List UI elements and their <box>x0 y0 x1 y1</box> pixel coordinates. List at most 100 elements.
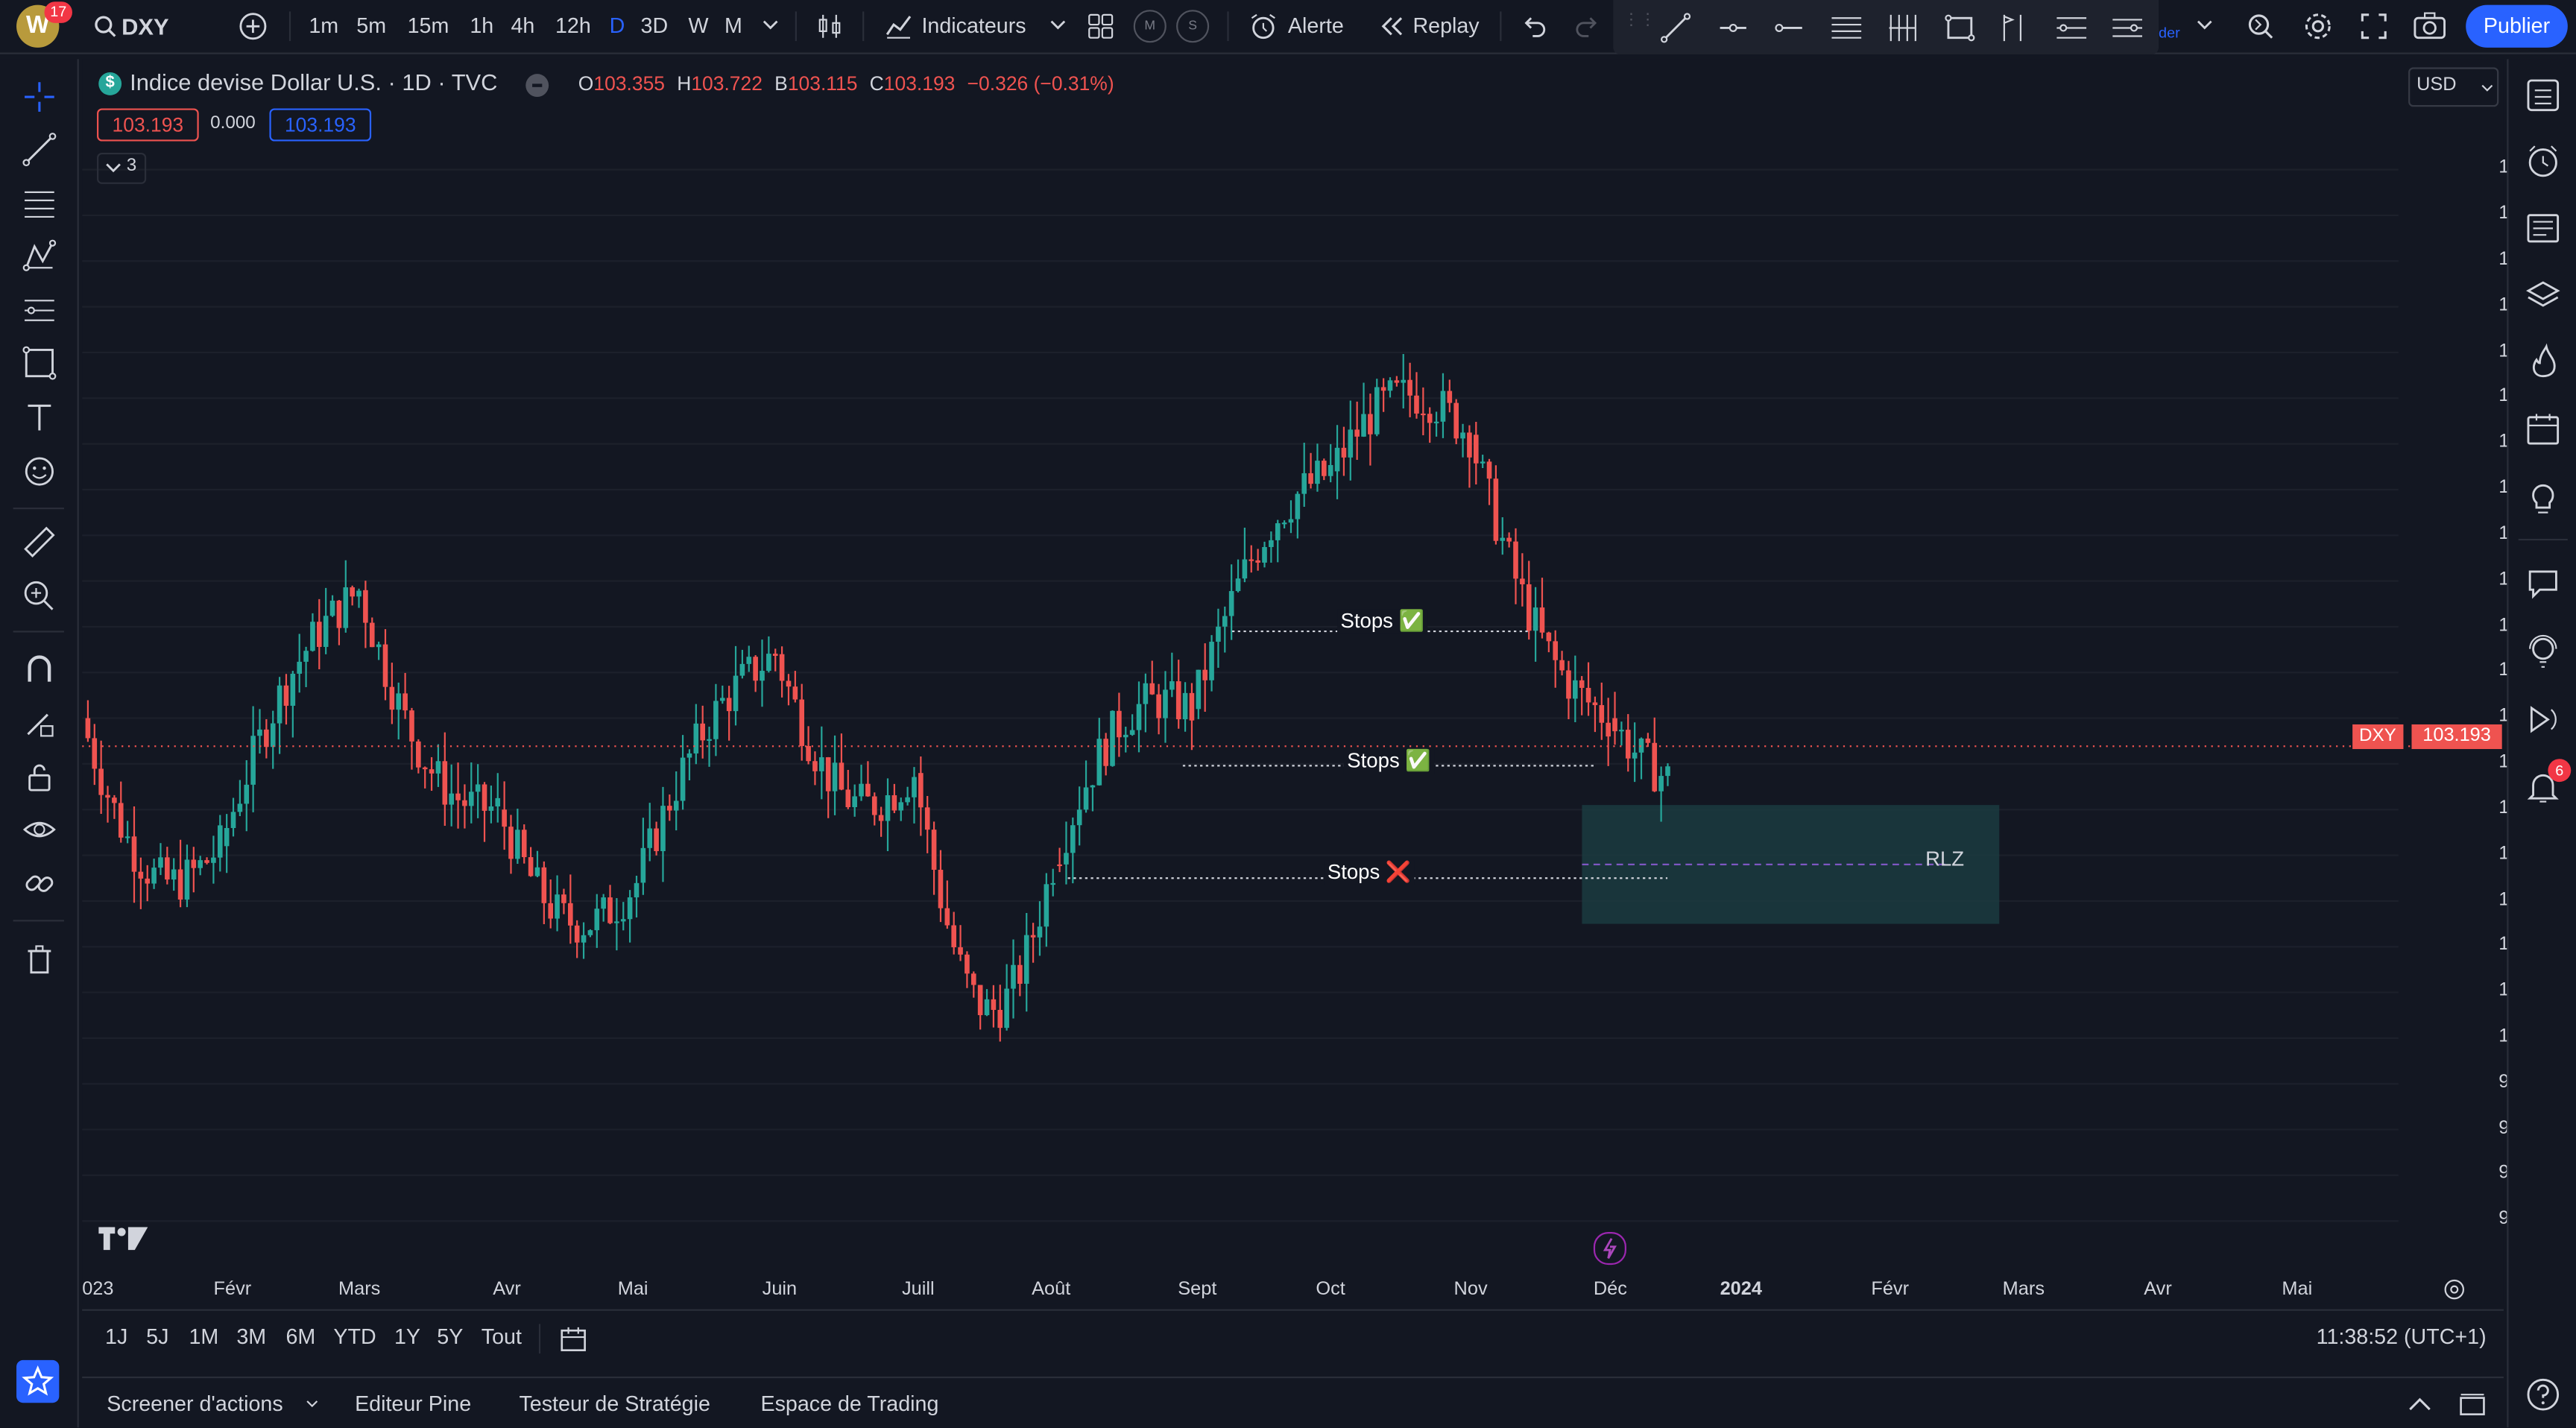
interval-12h[interactable]: 12h <box>555 13 591 38</box>
indicators-icon[interactable] <box>884 11 914 41</box>
chevron-down-icon[interactable] <box>2197 19 2213 31</box>
quick-search-icon[interactable] <box>2246 11 2276 41</box>
long-position-icon[interactable] <box>2053 11 2089 44</box>
horizontal-ray-icon[interactable] <box>1717 11 1749 44</box>
fullscreen-icon[interactable] <box>2361 13 2387 40</box>
tab-pine-editor[interactable]: Editeur Pine <box>355 1391 472 1416</box>
interval-1h[interactable]: 1h <box>470 13 494 38</box>
sell-price-box[interactable]: 103.193 <box>97 108 199 142</box>
help-icon[interactable] <box>2525 1377 2561 1412</box>
search-icon[interactable] <box>94 15 117 38</box>
chats-icon[interactable] <box>2525 565 2561 601</box>
zoom-in-icon[interactable] <box>22 578 57 614</box>
candles-icon[interactable] <box>815 11 845 41</box>
interval-1m[interactable]: 1m <box>309 13 339 38</box>
geometric-shapes-icon[interactable] <box>22 345 57 381</box>
forecast-tool-icon[interactable] <box>22 292 57 328</box>
economic-event-icon[interactable] <box>1593 1232 1626 1266</box>
replay-icon[interactable] <box>1378 15 1404 38</box>
drag-handle-icon[interactable]: ⋮⋮ <box>1623 11 1656 30</box>
chevron-down-icon[interactable] <box>763 19 779 31</box>
chevron-down-icon[interactable] <box>306 1400 319 1409</box>
range-5y[interactable]: 5Y <box>437 1324 464 1349</box>
flag-marker-icon[interactable] <box>1998 11 2030 44</box>
horizontal-line-icon[interactable] <box>1772 11 1805 44</box>
buy-price-box[interactable]: 103.193 <box>269 108 372 142</box>
tradingview-logo[interactable] <box>98 1224 148 1258</box>
alert-button[interactable]: Alerte <box>1287 13 1344 38</box>
range-6m[interactable]: 6M <box>285 1324 316 1349</box>
range-3m[interactable]: 3M <box>236 1324 267 1349</box>
publish-button[interactable]: Publier <box>2466 4 2568 48</box>
ruler-icon[interactable] <box>22 524 57 560</box>
symbol-title[interactable]: Indice devise Dollar U.S. · 1D · TVC <box>130 69 498 95</box>
camera-icon[interactable] <box>2414 11 2446 41</box>
interval-15m[interactable]: 15m <box>407 13 449 38</box>
range-1m[interactable]: 1M <box>189 1324 219 1349</box>
range-1y[interactable]: 1Y <box>394 1324 421 1349</box>
lock-icon[interactable] <box>22 759 57 794</box>
price-chart[interactable] <box>82 59 2504 1304</box>
trade-button-partial[interactable]: der <box>2159 25 2180 42</box>
trash-icon[interactable] <box>22 941 57 977</box>
interval-5m[interactable]: 5m <box>356 13 387 38</box>
alerts-clock-icon[interactable] <box>2525 143 2561 179</box>
chart-pane[interactable]: $ Indice devise Dollar U.S. · 1D · TVC O… <box>82 59 2567 1304</box>
range-1d[interactable]: 1J <box>105 1324 128 1349</box>
chevron-down-icon[interactable] <box>1049 19 1066 31</box>
symbol-search-button[interactable]: DXY <box>121 13 169 40</box>
interval-w[interactable]: W <box>688 13 709 38</box>
undo-icon[interactable] <box>1521 15 1547 38</box>
watchlist-star-button[interactable] <box>16 1359 60 1403</box>
trend-line-icon[interactable] <box>1659 11 1692 44</box>
stops-label-3[interactable]: Stops ❌ <box>1324 860 1415 885</box>
add-symbol-icon[interactable] <box>239 11 268 41</box>
stay-in-drawing-mode-icon[interactable] <box>22 705 57 741</box>
indicators-button[interactable]: Indicateurs <box>921 13 1026 38</box>
clock-timezone[interactable]: 11:38:52 (UTC+1) <box>2316 1324 2487 1349</box>
parallel-channel-icon[interactable] <box>1828 11 1864 44</box>
hotlists-flame-icon[interactable] <box>2525 343 2561 379</box>
interval-3d[interactable]: 3D <box>640 13 669 38</box>
interval-4h[interactable]: 4h <box>511 13 535 38</box>
fib-retracement-icon[interactable] <box>22 186 57 221</box>
pattern-tool-icon[interactable] <box>22 238 57 274</box>
maximize-panel-icon[interactable] <box>2459 1393 2485 1416</box>
range-ytd[interactable]: YTD <box>333 1324 376 1349</box>
range-5d[interactable]: 5J <box>146 1324 169 1349</box>
trend-line-tool-icon[interactable] <box>22 131 57 167</box>
link-icon[interactable] <box>22 866 57 902</box>
streams-play-icon[interactable] <box>2525 701 2561 737</box>
axis-settings-icon[interactable] <box>2443 1278 2466 1301</box>
chevron-up-icon[interactable] <box>2407 1396 2433 1412</box>
layers-icon[interactable] <box>2525 277 2561 313</box>
s-circle-icon[interactable]: S <box>1176 10 1210 43</box>
tab-stock-screener[interactable]: Screener d'actions <box>107 1391 283 1416</box>
layouts-icon[interactable] <box>1087 13 1114 40</box>
short-position-icon[interactable] <box>2109 11 2145 44</box>
calendar-range-icon[interactable] <box>558 1324 588 1353</box>
calendar-icon[interactable] <box>2525 411 2561 446</box>
alarm-clock-icon[interactable] <box>1248 11 1278 41</box>
watchlist-icon[interactable] <box>2525 78 2561 113</box>
currency-selector[interactable]: USD <box>2408 67 2499 107</box>
range-all[interactable]: Tout <box>481 1324 522 1349</box>
gear-icon[interactable] <box>2303 11 2333 41</box>
redo-icon[interactable] <box>1573 15 1600 38</box>
magnet-icon[interactable] <box>22 651 57 686</box>
crosshair-icon[interactable] <box>22 79 57 115</box>
news-icon[interactable] <box>2525 210 2561 246</box>
notifications-bell-icon[interactable] <box>2525 768 2561 804</box>
gann-fan-icon[interactable] <box>1886 11 1919 44</box>
tab-trading-panel[interactable]: Espace de Trading <box>760 1391 939 1416</box>
m-circle-icon[interactable]: M <box>1133 10 1167 43</box>
rectangle-icon[interactable] <box>1943 11 1976 44</box>
eye-icon[interactable] <box>22 812 57 847</box>
stops-label-2[interactable]: Stops ✅ <box>1343 749 1435 774</box>
interval-d-active[interactable]: D <box>609 13 625 38</box>
replay-button[interactable]: Replay <box>1412 13 1480 38</box>
indicators-collapse-button[interactable]: 3 <box>97 152 147 184</box>
idea-stream-icon[interactable] <box>2525 634 2561 670</box>
stops-label-1[interactable]: Stops ✅ <box>1337 609 1428 634</box>
ideas-lightbulb-icon[interactable] <box>2525 480 2561 516</box>
